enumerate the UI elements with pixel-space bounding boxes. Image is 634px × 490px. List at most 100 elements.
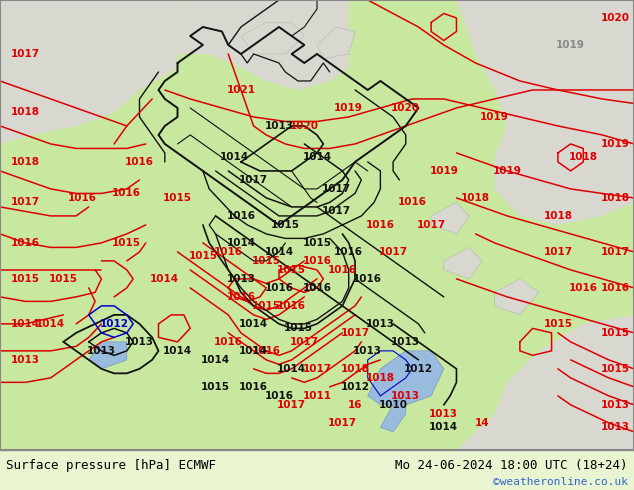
Text: 1015: 1015 <box>302 238 332 248</box>
Text: 1015: 1015 <box>277 265 306 275</box>
Text: 1016: 1016 <box>252 346 281 356</box>
Text: 1013: 1013 <box>429 409 458 419</box>
Text: 1018: 1018 <box>11 107 40 118</box>
Text: 1017: 1017 <box>417 220 446 230</box>
Text: 1014: 1014 <box>264 247 294 257</box>
Text: 1016: 1016 <box>125 157 154 167</box>
Text: 1016: 1016 <box>112 189 141 198</box>
Polygon shape <box>456 315 634 450</box>
Text: 1017: 1017 <box>11 197 40 207</box>
Text: 1016: 1016 <box>398 197 427 207</box>
Text: 1016: 1016 <box>214 337 243 347</box>
Text: 1013: 1013 <box>11 355 40 365</box>
Text: 1012: 1012 <box>100 319 129 329</box>
Text: 1019: 1019 <box>493 166 522 176</box>
Text: 1015: 1015 <box>283 323 313 333</box>
Text: 1016: 1016 <box>600 283 630 293</box>
Text: 1019: 1019 <box>556 40 585 50</box>
Text: 1013: 1013 <box>600 422 630 432</box>
Text: 1010: 1010 <box>378 400 408 410</box>
Text: 1017: 1017 <box>290 337 319 347</box>
Text: 1012: 1012 <box>404 364 433 374</box>
Text: 1014: 1014 <box>220 152 249 163</box>
Text: 1016: 1016 <box>328 265 357 275</box>
Text: 1011: 1011 <box>302 391 332 401</box>
Text: 1015: 1015 <box>543 319 573 329</box>
Polygon shape <box>0 0 634 450</box>
Text: 1015: 1015 <box>600 364 630 374</box>
Text: 1016: 1016 <box>353 274 382 284</box>
Text: 1016: 1016 <box>239 382 268 392</box>
Text: 1019: 1019 <box>334 103 363 113</box>
Polygon shape <box>431 202 469 234</box>
Text: 1020: 1020 <box>290 121 319 131</box>
Text: 1020: 1020 <box>391 103 420 113</box>
Text: 1014: 1014 <box>201 355 230 365</box>
Text: 1019: 1019 <box>600 139 630 149</box>
Text: 1014: 1014 <box>429 422 458 432</box>
Polygon shape <box>456 0 634 225</box>
Text: 1016: 1016 <box>226 211 256 221</box>
Polygon shape <box>0 0 178 144</box>
Text: 1017: 1017 <box>543 247 573 257</box>
Text: 1017: 1017 <box>600 247 630 257</box>
Text: 1016: 1016 <box>68 193 97 203</box>
Text: Surface pressure [hPa] ECMWF: Surface pressure [hPa] ECMWF <box>6 459 216 471</box>
Text: ©weatheronline.co.uk: ©weatheronline.co.uk <box>493 477 628 487</box>
Polygon shape <box>495 279 539 315</box>
Text: 1015: 1015 <box>112 238 141 248</box>
Text: 1017: 1017 <box>340 328 370 338</box>
Text: 1016: 1016 <box>11 238 40 248</box>
Text: 1016: 1016 <box>226 292 256 302</box>
Text: 1017: 1017 <box>321 206 351 217</box>
Text: 1013: 1013 <box>87 346 116 356</box>
Text: 1016: 1016 <box>569 283 598 293</box>
Text: 1016: 1016 <box>277 301 306 311</box>
Text: 1015: 1015 <box>188 251 217 261</box>
Text: 1017: 1017 <box>277 400 306 410</box>
Text: 1013: 1013 <box>125 337 154 347</box>
Text: 1016: 1016 <box>264 283 294 293</box>
Text: 1014: 1014 <box>239 319 268 329</box>
Text: 1014: 1014 <box>150 274 179 284</box>
Text: 1016: 1016 <box>334 247 363 257</box>
Text: 1015: 1015 <box>600 328 630 338</box>
Text: 1021: 1021 <box>226 85 256 95</box>
Text: 1016: 1016 <box>302 283 332 293</box>
Text: 1015: 1015 <box>271 220 300 230</box>
Text: 1013: 1013 <box>600 400 630 410</box>
Text: 1018: 1018 <box>11 157 40 167</box>
Text: 1019: 1019 <box>429 166 458 176</box>
Text: 1013: 1013 <box>226 274 256 284</box>
Text: 1015: 1015 <box>252 256 281 266</box>
Text: Mo 24-06-2024 18:00 UTC (18+24): Mo 24-06-2024 18:00 UTC (18+24) <box>395 459 628 471</box>
Text: 1013: 1013 <box>391 391 420 401</box>
Text: 1017: 1017 <box>239 175 268 185</box>
Text: 1015: 1015 <box>49 274 78 284</box>
Text: 1012: 1012 <box>340 382 370 392</box>
Text: 1016: 1016 <box>264 391 294 401</box>
Polygon shape <box>89 342 127 369</box>
Text: 1014: 1014 <box>239 346 268 356</box>
Text: 1013: 1013 <box>353 346 382 356</box>
Text: 1017: 1017 <box>11 49 40 59</box>
Text: 16: 16 <box>348 400 362 410</box>
Text: 1018: 1018 <box>600 193 630 203</box>
Text: 1014: 1014 <box>226 238 256 248</box>
Polygon shape <box>380 396 406 432</box>
Text: 1016: 1016 <box>214 247 243 257</box>
Text: 1017: 1017 <box>328 418 357 428</box>
Text: 1013: 1013 <box>391 337 420 347</box>
Polygon shape <box>178 0 349 90</box>
Text: 1016: 1016 <box>302 256 332 266</box>
Text: 1020: 1020 <box>600 13 630 23</box>
Text: 14: 14 <box>474 418 489 428</box>
Text: 1018: 1018 <box>543 211 573 221</box>
Text: 1017: 1017 <box>378 247 408 257</box>
Text: 1013: 1013 <box>264 121 294 131</box>
Polygon shape <box>368 351 444 405</box>
Text: 1015: 1015 <box>252 301 281 311</box>
Text: 1015: 1015 <box>163 193 192 203</box>
Text: 1014: 1014 <box>163 346 192 356</box>
Text: 1018: 1018 <box>340 364 370 374</box>
